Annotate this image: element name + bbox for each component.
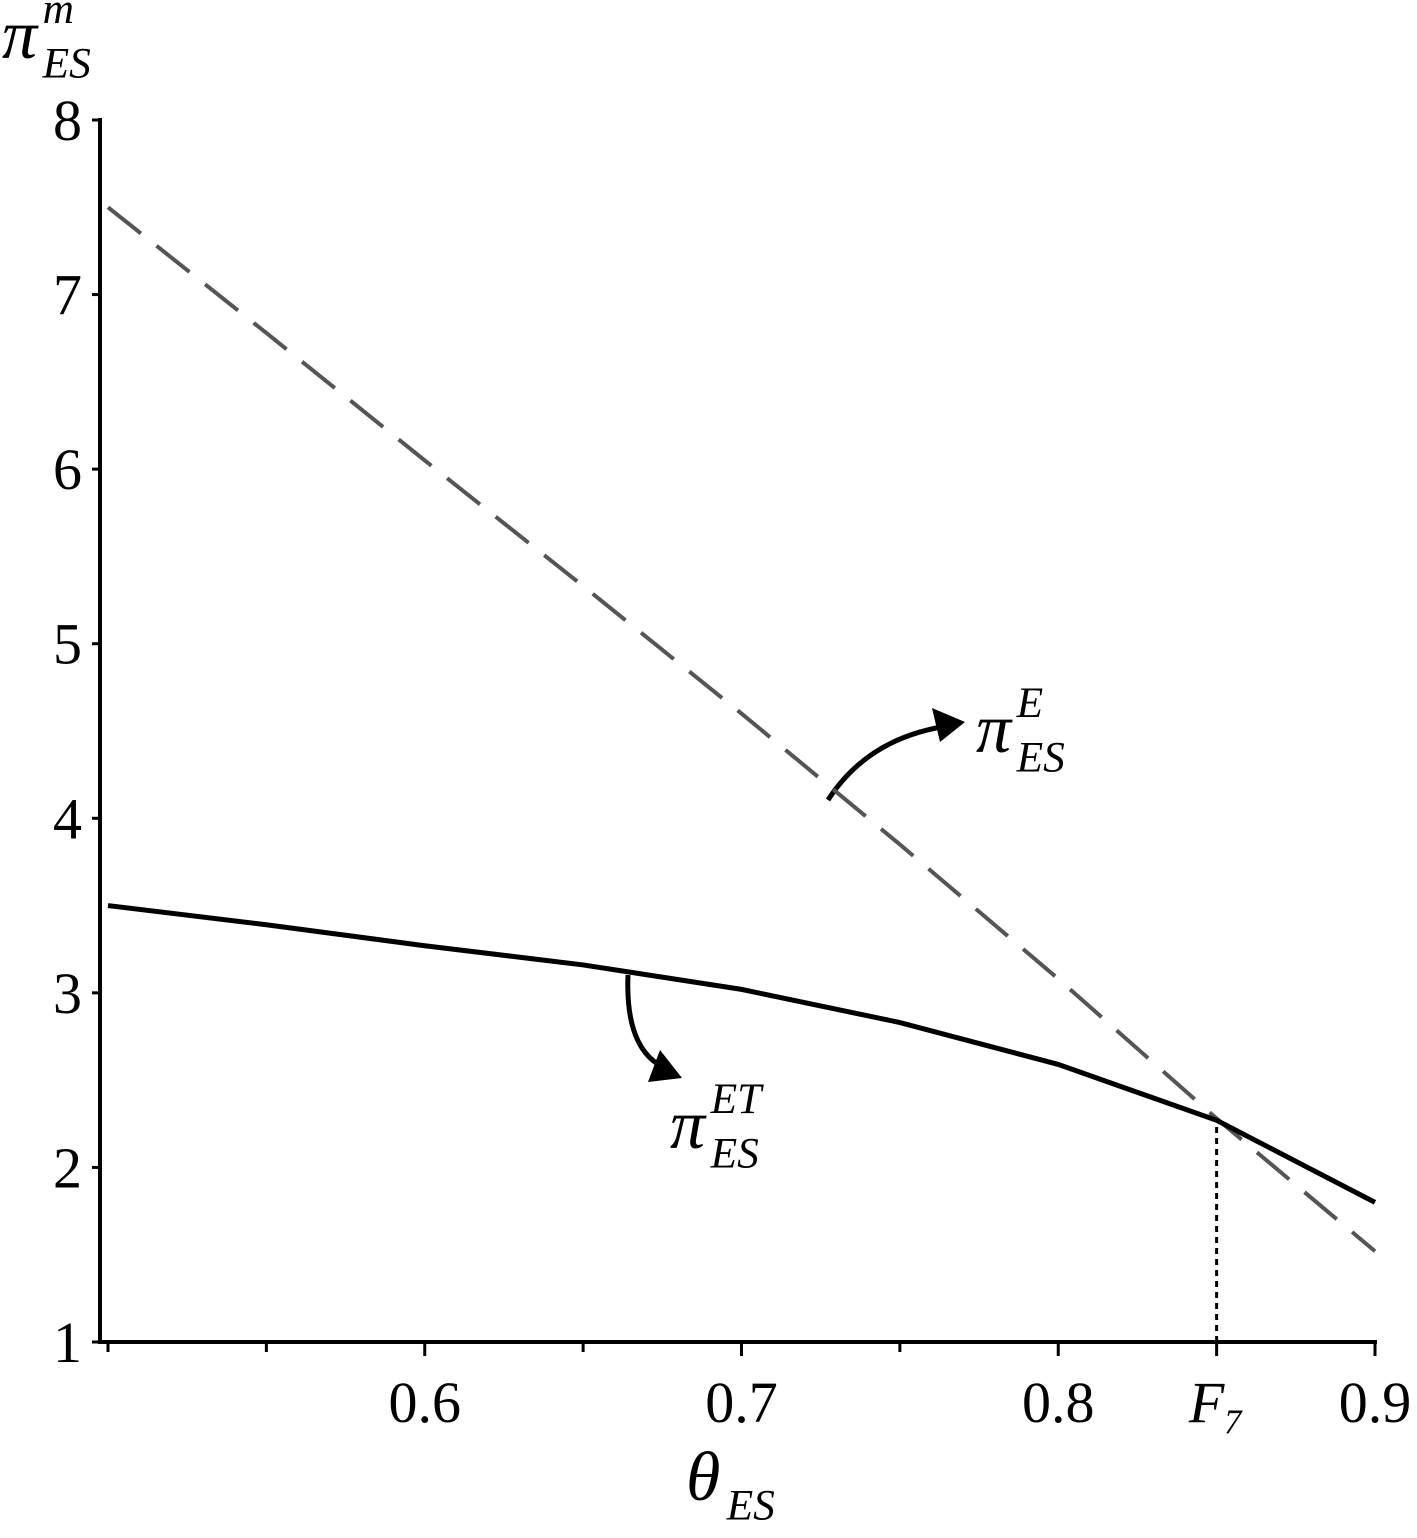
math-label: π m ES — [2, 0, 91, 88]
series-line — [106, 205, 1377, 1253]
annotation-arrow — [825, 722, 956, 802]
symbol: π — [670, 1087, 707, 1164]
superscript: ET — [710, 1075, 765, 1123]
superscript: m — [43, 0, 74, 33]
arrow-head — [932, 708, 965, 742]
y-tick-label: 8 — [53, 88, 82, 153]
y-tick-label: 7 — [53, 263, 82, 328]
subscript: ES — [726, 1482, 775, 1530]
x-tick-label: 0.9 — [1339, 1370, 1412, 1435]
series-line — [107, 903, 1377, 1205]
subscript: ES — [710, 1130, 759, 1178]
symbol: π — [976, 691, 1013, 768]
math-label: θ ES — [686, 1439, 775, 1530]
x-tick-label: F₇ — [1188, 1370, 1245, 1435]
y-tick-label: 1 — [53, 1310, 82, 1375]
subscript: ES — [42, 40, 91, 88]
math-label: π E ES — [976, 679, 1065, 782]
symbol: π — [2, 0, 39, 74]
arrow-head — [648, 1050, 682, 1082]
subscript: ES — [1016, 734, 1065, 782]
symbol: θ — [686, 1439, 720, 1516]
x-tick-label: 0.6 — [389, 1370, 462, 1435]
y-tick-label: 2 — [53, 1135, 82, 1200]
y-tick-label: 5 — [53, 612, 82, 677]
x-tick-label: 0.7 — [705, 1370, 778, 1435]
y-tick-label: 6 — [53, 437, 82, 502]
y-tick-label: 4 — [53, 786, 82, 851]
math-label: π ET ES — [670, 1075, 764, 1178]
y-tick-label: 3 — [53, 961, 82, 1026]
superscript: E — [1016, 679, 1044, 727]
x-tick-label: 0.8 — [1022, 1370, 1095, 1435]
